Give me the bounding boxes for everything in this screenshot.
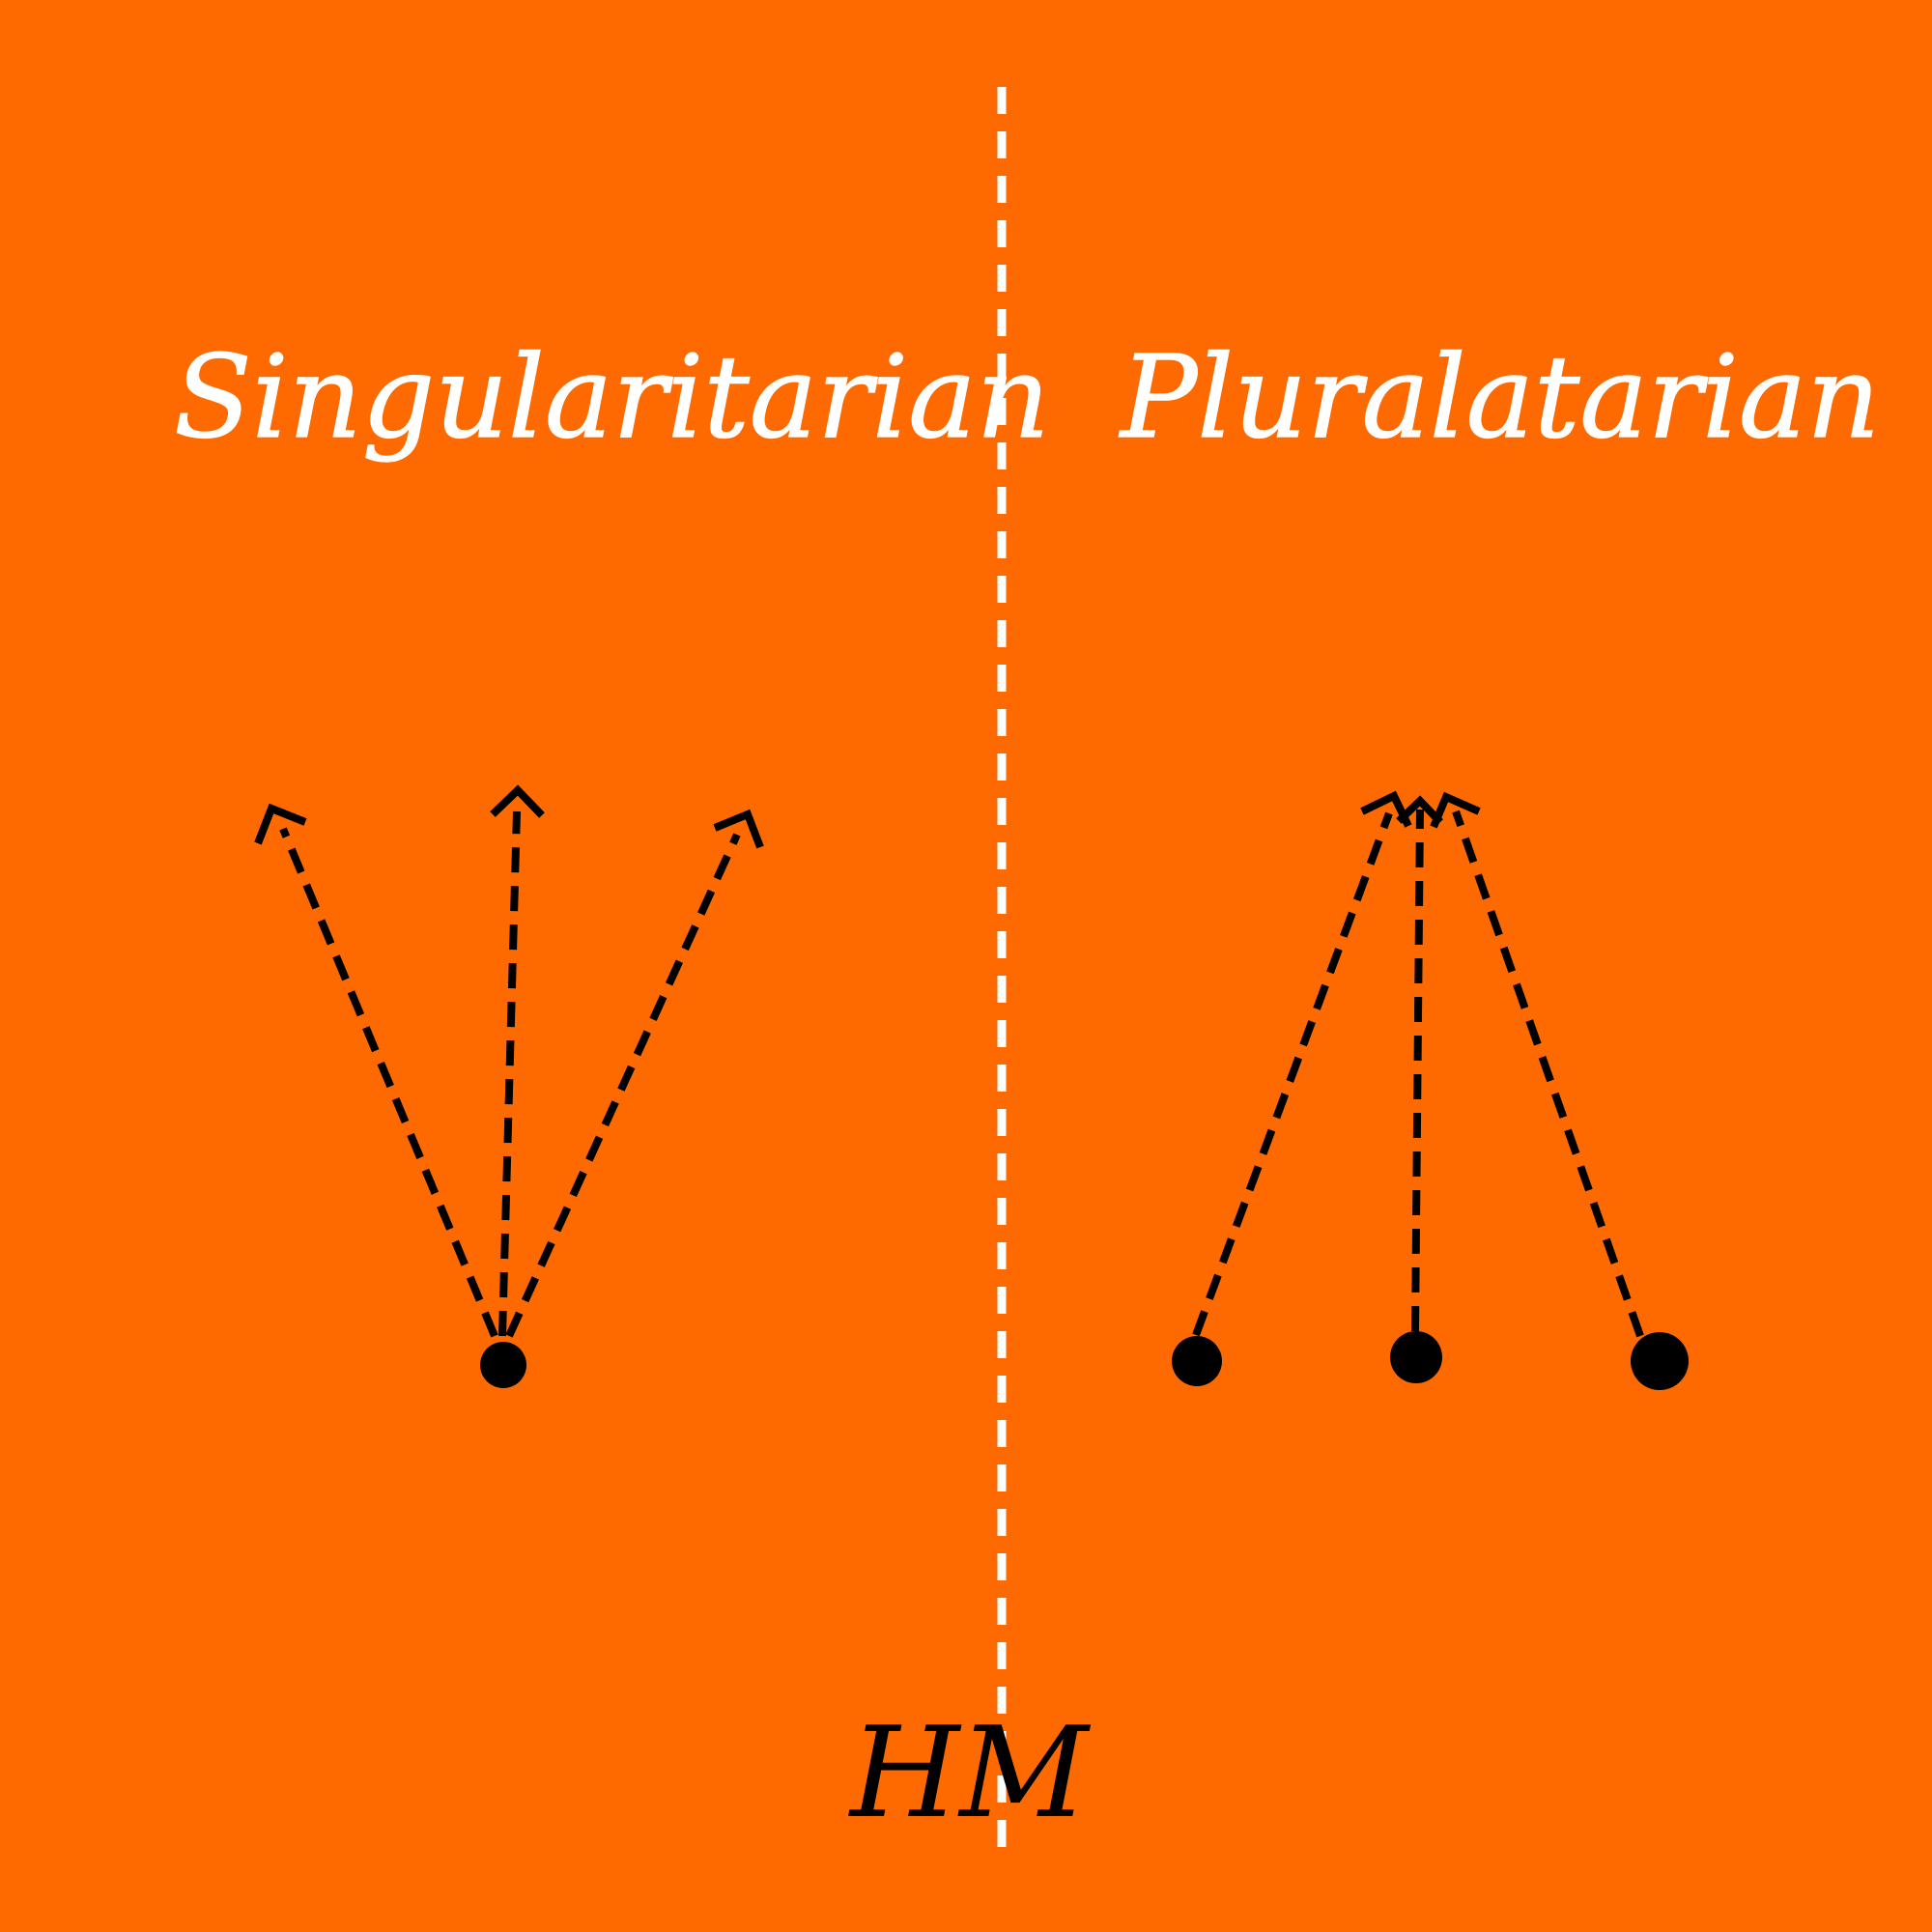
left-arrow-center	[490, 784, 545, 1337]
right-diagram	[1172, 790, 1689, 1390]
right-origin-point-center	[1390, 1331, 1442, 1383]
right-origin-point-right	[1631, 1332, 1689, 1390]
right-arrow-center	[1396, 795, 1443, 1332]
right-arrow-left	[1192, 790, 1412, 1337]
left-diagram	[254, 784, 764, 1388]
heading-pluralatarian: Pluralatarian	[1119, 330, 1880, 464]
left-origin-point	[480, 1342, 526, 1388]
right-origin-point-left	[1172, 1336, 1222, 1386]
signature-monogram: HM	[848, 1699, 1091, 1846]
right-arrow-right	[1430, 791, 1644, 1338]
heading-singularitarian: Singularitarian	[174, 330, 1050, 464]
left-arrow-right	[505, 809, 764, 1338]
left-arrow-left	[254, 803, 498, 1338]
